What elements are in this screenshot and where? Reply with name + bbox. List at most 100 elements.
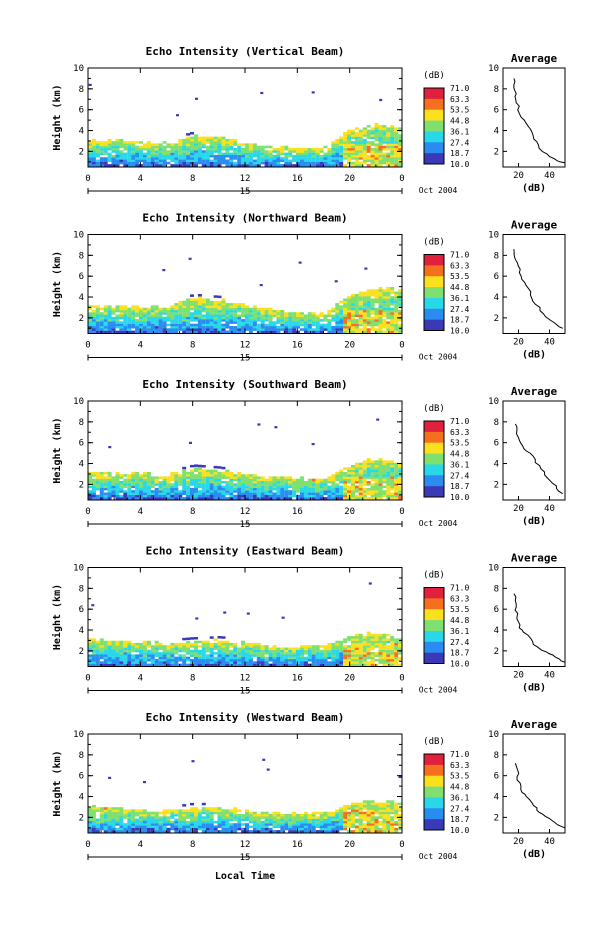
heatmap-cell [335, 328, 340, 331]
heatmap-cell [221, 816, 226, 819]
heatmap-cell [370, 136, 375, 140]
heatmap-cell [307, 154, 312, 158]
heatmap-cell [213, 312, 218, 315]
heatmap-cell [91, 818, 96, 822]
heatmap-cell [197, 154, 202, 158]
heatmap-cell [166, 656, 171, 660]
heatmap-cell [91, 323, 96, 327]
heatmap-cell [142, 485, 147, 489]
heatmap-cell [378, 478, 383, 482]
y-tick-label: 2 [79, 147, 84, 157]
heatmap-cell [331, 654, 336, 657]
heatmap-cell [194, 157, 198, 160]
heatmap-cell [127, 497, 132, 500]
heatmap-cell [217, 485, 222, 489]
heatmap-cell [139, 661, 143, 664]
heatmap-cell [158, 319, 163, 322]
heatmap-cell [213, 825, 218, 828]
heatmap-cell [358, 319, 363, 322]
heatmap-cell [374, 811, 379, 815]
heatmap-cell [158, 654, 163, 657]
heatmap-cell [115, 656, 120, 660]
heatmap-cell [123, 809, 128, 812]
heatmap-cell [131, 321, 136, 324]
heatmap-cell [390, 638, 395, 641]
heatmap-cell [225, 492, 230, 495]
heatmap-cell [194, 330, 198, 334]
heatmap-cell [186, 143, 191, 146]
heatmap-cell [115, 150, 120, 153]
heatmap-cells [88, 758, 403, 833]
heatmap-cell [280, 830, 285, 833]
heatmap-cell [248, 663, 253, 667]
heatmap-cell [335, 316, 340, 320]
heatmap-cell [190, 469, 194, 473]
heatmap-cell [217, 659, 222, 662]
heatmap-cell [213, 469, 218, 473]
heatmap-cell [343, 148, 348, 151]
heatmap-cell [351, 807, 355, 810]
heatmap-cell [248, 654, 253, 657]
heatmap-cell [237, 823, 242, 826]
heatmap-cell [88, 654, 92, 657]
heatmap-cell [268, 309, 273, 313]
heatmap-cell [319, 816, 324, 819]
heatmap-cell [209, 659, 214, 662]
heatmap-cell [209, 154, 214, 158]
heatmap-cell [154, 323, 159, 327]
heatmap-cell [272, 323, 277, 327]
heatmap-cell [354, 145, 359, 149]
heatmap-cell [190, 464, 194, 468]
heatmap-cell [190, 811, 194, 815]
heatmap-cell [370, 818, 375, 822]
heatmap-cell [343, 143, 348, 146]
heatmap-cell [154, 143, 159, 146]
heatmap-cell [268, 312, 273, 315]
heatmap-cell [197, 809, 202, 812]
heatmap-cell [370, 460, 375, 463]
heatmap-cell [127, 145, 132, 149]
heatmap-cell [300, 497, 304, 500]
heatmap-cell [158, 309, 163, 313]
heatmap-cell [343, 298, 348, 301]
heatmap-cell [315, 497, 320, 500]
heatmap-cell [190, 645, 194, 648]
heatmap-cell [119, 654, 124, 657]
heatmap-cell [217, 305, 222, 308]
heatmap-cell [166, 319, 171, 322]
heatmap-cell [260, 485, 265, 489]
heatmap-cell [323, 485, 328, 489]
heatmap-cell [95, 487, 100, 491]
heatmap-cell [280, 159, 285, 162]
heatmap-cell [370, 154, 375, 158]
colorbar-swatch [424, 142, 444, 154]
heatmap-cell [194, 642, 198, 646]
y-tick-label: 4 [79, 460, 84, 470]
heatmap-cell [103, 652, 108, 655]
heatmap-cell [284, 154, 289, 158]
heatmap-cell [362, 469, 367, 473]
colorbar-swatch [424, 431, 444, 444]
heatmap-cell [315, 661, 320, 664]
heatmap-cell [221, 312, 226, 315]
heatmap-cell [354, 323, 359, 327]
heatmap-cell [107, 314, 112, 317]
heatmap-cell [370, 465, 375, 468]
heatmap-cell [229, 485, 234, 489]
heatmap-cell [362, 300, 367, 304]
heatmap-cell [358, 809, 363, 812]
heatmap-cell [362, 321, 367, 324]
heatmap-cell [162, 661, 167, 664]
heatmap-cell [276, 649, 281, 653]
heatmap-cell [358, 132, 363, 135]
heatmap-cell [382, 825, 387, 828]
date-label: Oct 2004 [419, 186, 458, 195]
heatmap-cell [339, 154, 344, 158]
heatmap-cell [95, 307, 100, 311]
heatmap-cell [378, 287, 383, 290]
heatmap-cell [264, 830, 269, 833]
heatmap-cell [323, 328, 328, 331]
heatmap-cell [323, 487, 328, 491]
heatmap-cell [347, 138, 352, 142]
heatmap-cell [394, 481, 399, 484]
